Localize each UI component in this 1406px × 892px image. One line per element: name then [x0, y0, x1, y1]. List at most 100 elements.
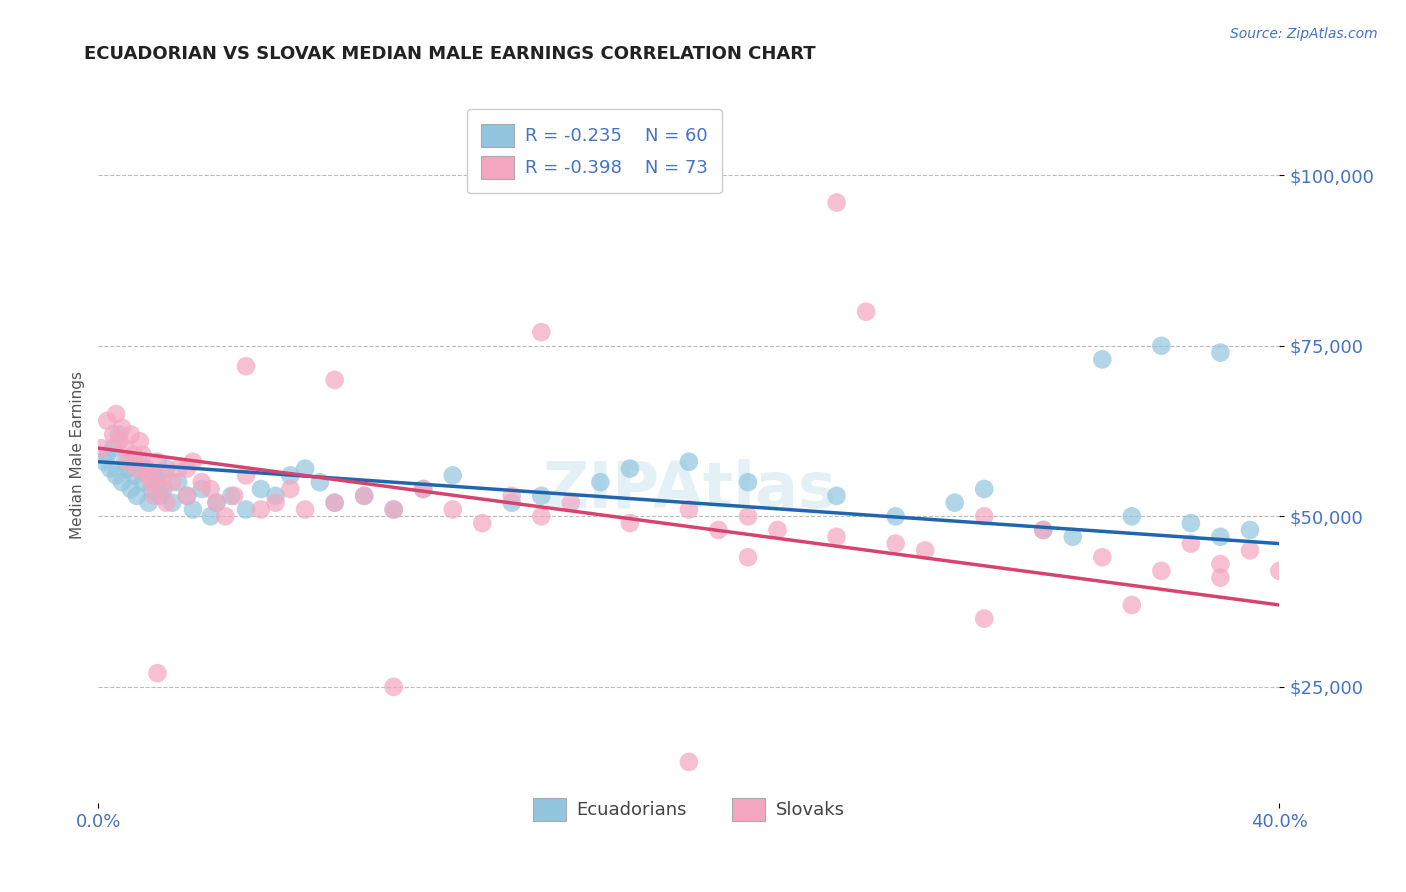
Point — [176, 489, 198, 503]
Y-axis label: Median Male Earnings: Median Male Earnings — [69, 371, 84, 539]
Point — [766, 523, 789, 537]
Point — [128, 455, 150, 469]
Point — [678, 502, 700, 516]
Point — [737, 550, 759, 565]
Point — [235, 468, 257, 483]
Point — [181, 502, 204, 516]
Point — [114, 441, 136, 455]
Point — [825, 530, 848, 544]
Point — [98, 461, 121, 475]
Point — [155, 461, 177, 475]
Point — [1209, 345, 1232, 359]
Point — [111, 420, 134, 434]
Point — [128, 434, 150, 449]
Point — [149, 482, 172, 496]
Point — [530, 489, 553, 503]
Point — [1180, 536, 1202, 550]
Point — [162, 496, 183, 510]
Point — [143, 489, 166, 503]
Point — [382, 680, 405, 694]
Point — [737, 475, 759, 490]
Point — [200, 482, 222, 496]
Point — [412, 482, 434, 496]
Point — [224, 489, 246, 503]
Point — [111, 475, 134, 490]
Point — [973, 509, 995, 524]
Point — [181, 455, 204, 469]
Point — [155, 496, 177, 510]
Point — [176, 489, 198, 503]
Point — [141, 482, 163, 496]
Point — [589, 475, 612, 490]
Point — [103, 427, 125, 442]
Point — [530, 509, 553, 524]
Point — [1239, 543, 1261, 558]
Point — [122, 448, 145, 462]
Point — [1209, 530, 1232, 544]
Point — [149, 489, 172, 503]
Point — [146, 475, 169, 490]
Point — [560, 496, 582, 510]
Point — [138, 496, 160, 510]
Point — [943, 496, 966, 510]
Point — [280, 482, 302, 496]
Point — [146, 455, 169, 469]
Text: ECUADORIAN VS SLOVAK MEDIAN MALE EARNINGS CORRELATION CHART: ECUADORIAN VS SLOVAK MEDIAN MALE EARNING… — [84, 45, 815, 62]
Point — [1121, 598, 1143, 612]
Point — [205, 496, 228, 510]
Point — [117, 455, 139, 469]
Point — [1062, 530, 1084, 544]
Point — [108, 434, 131, 449]
Point — [1121, 509, 1143, 524]
Point — [619, 516, 641, 530]
Point — [678, 455, 700, 469]
Point — [441, 502, 464, 516]
Point — [105, 407, 128, 421]
Point — [323, 496, 346, 510]
Point — [309, 475, 332, 490]
Point — [501, 489, 523, 503]
Point — [530, 325, 553, 339]
Point — [103, 441, 125, 455]
Point — [323, 373, 346, 387]
Point — [412, 482, 434, 496]
Text: Source: ZipAtlas.com: Source: ZipAtlas.com — [1230, 27, 1378, 41]
Point — [1091, 550, 1114, 565]
Point — [1150, 564, 1173, 578]
Point — [125, 461, 148, 475]
Point — [117, 461, 139, 475]
Point — [1091, 352, 1114, 367]
Point — [120, 482, 142, 496]
Point — [619, 461, 641, 475]
Point — [221, 489, 243, 503]
Point — [353, 489, 375, 503]
Point — [737, 509, 759, 524]
Text: ZIPAtlas: ZIPAtlas — [541, 458, 837, 521]
Point — [235, 359, 257, 374]
Point — [1209, 557, 1232, 571]
Point — [191, 475, 214, 490]
Point — [132, 448, 155, 462]
Point — [825, 195, 848, 210]
Point — [93, 455, 115, 469]
Point — [200, 509, 222, 524]
Point — [141, 475, 163, 490]
Point — [973, 612, 995, 626]
Point — [152, 468, 174, 483]
Point — [122, 468, 145, 483]
Point — [235, 502, 257, 516]
Point — [250, 502, 273, 516]
Point — [973, 482, 995, 496]
Point — [214, 509, 236, 524]
Point — [441, 468, 464, 483]
Point — [90, 441, 112, 455]
Point — [884, 509, 907, 524]
Point — [707, 523, 730, 537]
Point — [105, 468, 128, 483]
Point — [501, 496, 523, 510]
Point — [250, 482, 273, 496]
Point — [294, 461, 316, 475]
Point — [1032, 523, 1054, 537]
Point — [825, 489, 848, 503]
Point — [294, 502, 316, 516]
